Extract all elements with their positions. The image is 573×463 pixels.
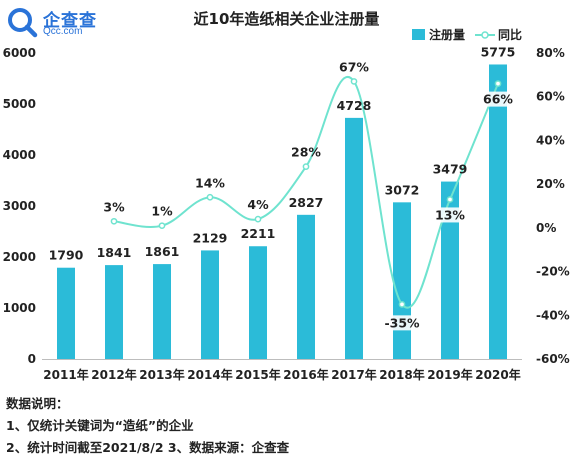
yoy-value-label: 13% [435,207,465,222]
y-left-tick-label: 3000 [3,199,36,213]
line-layer [110,76,502,309]
yoy-point-2012年 [110,217,118,225]
x-tick-label: 2014年 [187,367,232,382]
bar-value-label: 2129 [193,230,228,245]
y-left-tick-label: 6000 [3,46,36,60]
bar-2012年 [105,265,123,359]
bar-value-label: 1861 [145,244,180,259]
notes-heading: 数据说明： [6,396,69,411]
y-left-tick-label: 0 [28,352,36,366]
bar-2013年 [153,264,171,359]
x-tick-label: 2015年 [235,367,280,382]
yoy-point-2013年 [158,222,166,230]
labels-layer: 1790 1841 1861 2129 2211 2827 4728 3072 3479 5775… [49,44,516,331]
y-right-tick-label: -40% [536,308,570,322]
yoy-point-2017年 [350,78,358,85]
y-right-tick-label: -60% [536,352,570,366]
y-left-tick-label: 4000 [3,148,36,162]
yoy-value-label: -35% [384,315,420,330]
bar-value-label: 3479 [433,162,468,177]
qcc-logo-icon [8,8,38,38]
y-left-tick-label: 2000 [3,250,36,264]
legend: 注册量 同比 [412,26,522,43]
x-tick-label: 2017年 [331,367,376,382]
data-notes: 数据说明： 1、仅统计关键词为“造纸”的企业 2、统计时间截至2021/8/2 … [6,393,289,459]
legend-line-swatch [475,30,496,39]
y-right-tick-label: -20% [536,265,570,279]
bar-value-label: 5775 [481,44,516,59]
yoy-label-bg [481,91,515,107]
yoy-value-label: 14% [195,175,225,190]
yoy-label-bg [433,207,467,223]
chart-title: 近10年造纸相关企业注册量 [193,10,380,28]
yoy-point-2016年 [302,163,310,171]
bar-2017年 [345,117,363,359]
legend-bar-swatch [412,29,425,40]
y-right-tick-label: 60% [536,90,565,104]
bar-value-label: 2827 [289,195,324,210]
x-tick-label: 2020年 [475,367,520,382]
legend-bar-label: 注册量 [429,28,466,42]
bar-2015年 [249,246,267,359]
notes-line-2: 2、统计时间截至2021/8/2 3、数据来源：企查查 [6,440,290,455]
bar-2016年 [297,214,315,359]
yoy-point-2018年 [398,301,406,308]
x-tick-label: 2012年 [91,367,136,382]
bar-2014年 [201,250,219,359]
yoy-value-label: 28% [291,145,321,160]
bar-2020年 [489,64,507,359]
yoy-value-label: 67% [339,59,369,74]
axes-layer: 0 1000 2000 3000 4000 5000 6000 -60% -40% -20% 0% 2… [3,46,570,382]
x-tick-label: 2011年 [43,367,88,382]
logo-name: 企查查 [43,11,97,31]
qcc-logo: 企查查 Qcc.com [6,4,116,40]
yoy-point-2019年 [446,196,454,203]
yoy-value-label: 1% [151,204,173,219]
x-tick-label: 2013年 [139,367,184,382]
bar-value-label: 3072 [385,182,420,197]
yoy-value-label: 3% [103,199,125,214]
yoy-value-label: 4% [247,197,269,212]
y-left-tick-label: 1000 [3,301,36,315]
y-right-tick-label: 80% [536,46,565,60]
yoy-point-2015年 [254,215,262,223]
y-right-tick-label: 0% [536,221,556,235]
x-tick-label: 2016年 [283,367,328,382]
bar-2019年 [441,181,459,359]
y-left-tick-label: 5000 [3,97,36,111]
logo-url: Qcc.com [43,26,83,37]
combo-chart: 0 1000 2000 3000 4000 5000 6000 -60% -40% -20% 0% 2… [3,44,570,382]
bar-value-label: 4728 [337,98,372,113]
notes-line-1: 1、仅统计关键词为“造纸”的企业 [6,418,194,433]
x-tick-label: 2019年 [427,367,472,382]
bar-2018年 [393,202,411,359]
x-tick-label: 2018年 [379,367,424,382]
yoy-value-label: 66% [483,92,513,107]
yoy-line [113,76,499,309]
bar-value-label: 1841 [97,245,132,260]
y-right-tick-label: 40% [536,133,565,147]
yoy-label-bg [385,315,419,331]
legend-line-label: 同比 [498,28,523,42]
bar-2011年 [57,267,75,359]
yoy-point-2020年 [494,80,502,87]
bar-value-label: 2211 [241,226,276,241]
y-right-tick-label: 20% [536,177,565,191]
bar-value-label: 1790 [49,248,84,263]
yoy-point-2014年 [206,193,214,201]
